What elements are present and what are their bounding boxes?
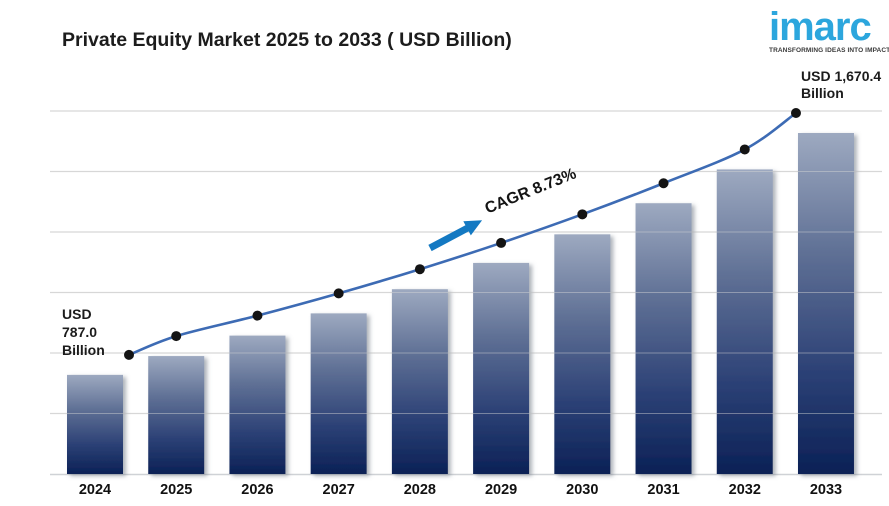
last-value-label: USD 1,670.4 Billion [801, 68, 881, 102]
trend-line [127, 111, 798, 357]
x-axis-label-2029: 2029 [485, 482, 517, 498]
x-axis-label-2033: 2033 [810, 482, 842, 498]
line-marker-2025 [171, 331, 182, 342]
bar-2031 [635, 203, 692, 474]
first-value-label: USD 787.0 Billion [62, 305, 105, 359]
x-axis-label-2026: 2026 [241, 482, 273, 498]
last-value-label-line1: USD 1,670.4 [801, 68, 882, 84]
x-axis-label-2028: 2028 [404, 482, 436, 498]
line-marker-2032 [739, 144, 750, 155]
bar-2030 [554, 234, 611, 474]
bar-2024 [67, 374, 123, 474]
first-value-label-line3: Billion [62, 342, 105, 358]
bar-2025 [148, 356, 205, 474]
x-axis-label-2032: 2032 [729, 482, 761, 498]
first-value-label-line2: 787.0 [62, 324, 98, 340]
x-axis-label-2031: 2031 [647, 482, 679, 498]
line-marker-2031 [658, 178, 669, 189]
imarc-logo: imarc TRANSFORMING IDEAS INTO IMPACT [769, 5, 889, 54]
line-marker-2033 [790, 108, 801, 118]
bar-2026 [229, 335, 286, 474]
bar-2032 [716, 169, 773, 474]
line-marker-2024 [124, 349, 134, 360]
line-marker-2028 [414, 264, 425, 275]
line-marker-2026 [252, 310, 263, 321]
x-axis-label-2024: 2024 [79, 482, 111, 498]
x-axis-label-2030: 2030 [566, 482, 598, 498]
x-axis-label-2025: 2025 [160, 482, 192, 498]
bar-2029 [473, 262, 530, 474]
imarc-logo-tagline: TRANSFORMING IDEAS INTO IMPACT [769, 47, 889, 54]
line-marker-2027 [333, 288, 344, 299]
line-marker-2030 [577, 209, 588, 220]
x-axis-label-2027: 2027 [323, 482, 355, 498]
bar-2033 [797, 133, 854, 474]
line-marker-2029 [496, 237, 507, 248]
cagr-arrow-icon [428, 220, 483, 252]
imarc-logo-wordmark: imarc [769, 5, 872, 49]
last-value-label-line2: Billion [801, 85, 844, 101]
bar-2027 [310, 313, 367, 474]
page-title: Private Equity Market 2025 to 2033 ( USD… [62, 29, 512, 51]
bar-2028 [391, 289, 448, 474]
first-value-label-line1: USD [62, 306, 92, 322]
